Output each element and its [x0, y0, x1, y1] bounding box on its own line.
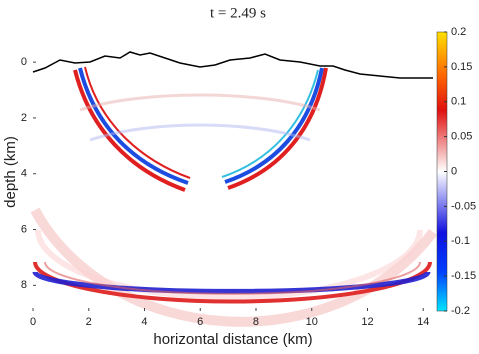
- x-tick-label: 0: [30, 316, 36, 328]
- x-tick-label: 10: [306, 316, 318, 328]
- colorbar-tick-label: 0: [451, 165, 457, 177]
- wavefield: [30, 66, 438, 327]
- y-tick-label: 2: [21, 112, 27, 124]
- colorbar-tick-label: -0.1: [451, 235, 470, 247]
- x-tick-label: 8: [253, 316, 259, 328]
- y-tick-label: 0: [21, 56, 27, 68]
- x-tick-label: 12: [361, 316, 373, 328]
- x-tick-label: 14: [417, 316, 429, 328]
- colorbar-tick-label: 0.2: [451, 26, 466, 38]
- colorbar-tick-label: -0.15: [451, 270, 476, 282]
- x-tick-label: 4: [141, 316, 147, 328]
- y-axis-label: depth (km): [2, 136, 19, 208]
- x-tick-label: 2: [86, 316, 92, 328]
- x-tick-label: 6: [197, 316, 203, 328]
- x-axis-label: horizontal distance (km): [153, 331, 312, 348]
- colorbar-tick-label: -0.2: [451, 305, 470, 317]
- colorbar-tick-label: 0.05: [451, 131, 472, 143]
- y-tick-label: 8: [21, 279, 27, 291]
- colorbar-tick-label: -0.05: [451, 200, 476, 212]
- topography: [32, 51, 433, 79]
- colorbar-tick-label: 0.1: [451, 96, 466, 108]
- y-tick-label: 6: [21, 223, 27, 235]
- chart-title: t = 2.49 s: [210, 5, 266, 21]
- colorbar-tick-label: 0.15: [451, 61, 472, 73]
- y-tick-label: 4: [21, 168, 27, 180]
